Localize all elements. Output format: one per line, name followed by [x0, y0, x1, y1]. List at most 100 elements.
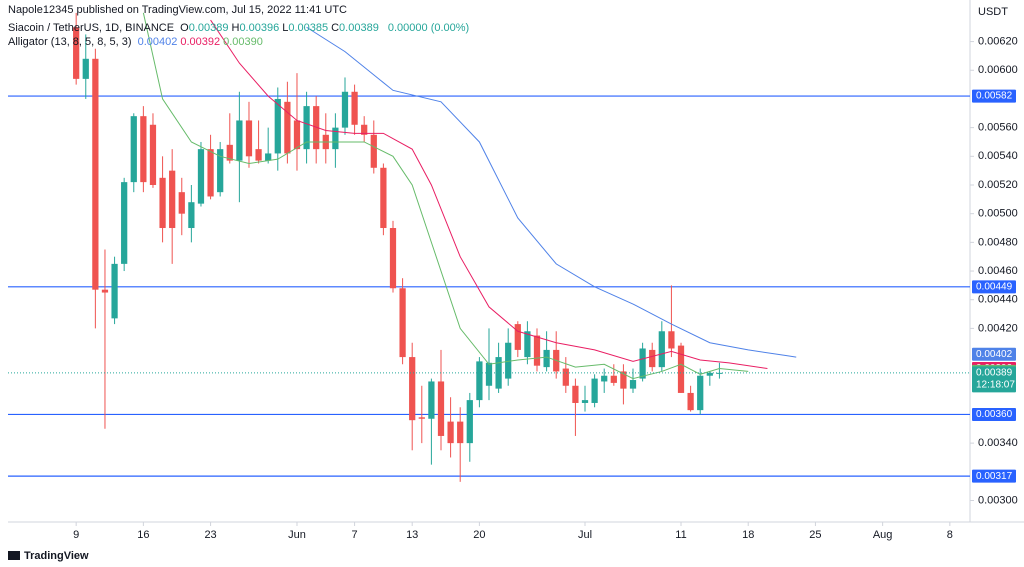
candle-body	[149, 124, 157, 185]
candle-body	[178, 192, 185, 214]
candle-body	[495, 357, 502, 389]
y-tick-label: 0.00440	[978, 294, 1018, 306]
candle-body	[658, 331, 665, 368]
candle-body	[332, 127, 339, 150]
x-tick-label: Jul	[578, 529, 592, 541]
indicator-tag	[972, 347, 1016, 361]
y-tick-label: 0.00560	[978, 122, 1018, 134]
candle-body	[159, 177, 166, 229]
candle-body	[697, 375, 704, 411]
candle-body	[217, 149, 224, 193]
x-tick-label: 13	[406, 529, 418, 541]
candle-body	[130, 116, 137, 183]
price-line-label: 0.00360	[976, 409, 1013, 420]
ohlc-key: H	[231, 22, 240, 34]
candle-body	[620, 371, 627, 389]
y-tick-label: 0.00540	[978, 150, 1018, 162]
candle-body	[543, 349, 550, 368]
indicator-values: 0.00402 0.00392 0.00390	[138, 36, 266, 48]
current-price-countdown: 12:18:07	[976, 379, 1015, 390]
x-tick-label: 7	[352, 529, 358, 541]
candle-body	[284, 101, 291, 154]
ohlc-item: O0.00389	[180, 22, 228, 34]
candle-body	[255, 149, 262, 161]
candle-body	[236, 120, 243, 161]
candle-body	[591, 378, 598, 403]
ohlc-key: O	[180, 22, 189, 34]
price-line-label: 0.00449	[976, 281, 1013, 292]
candle-body	[73, 27, 80, 79]
alligator-line	[210, 19, 768, 370]
candle-body	[101, 289, 109, 293]
x-tick-label: 20	[473, 529, 485, 541]
x-tick-label: 18	[742, 529, 754, 541]
candle-body	[274, 98, 281, 154]
candle-body	[610, 375, 617, 383]
candle-body	[361, 124, 368, 135]
ohlc-key: L	[282, 22, 289, 34]
candle-body	[485, 362, 493, 386]
currency: USDT	[978, 6, 1008, 18]
candle-body	[581, 400, 589, 403]
x-tick-label: 23	[204, 529, 216, 541]
candle-body	[706, 372, 713, 376]
plot-area	[8, 12, 970, 482]
x-tick-label: 8	[947, 529, 953, 541]
price-line-label: 0.00582	[976, 91, 1013, 102]
y-tick-label: 0.00460	[978, 265, 1018, 277]
candle-body	[399, 288, 406, 358]
price-line-tag	[972, 469, 1016, 483]
candle-body	[140, 116, 147, 183]
candle-body	[303, 106, 310, 150]
y-tick-label: 0.00500	[978, 208, 1018, 220]
candle-body	[629, 380, 637, 389]
candle-body	[677, 345, 685, 393]
candle-body	[293, 120, 301, 150]
candle-body	[121, 182, 128, 264]
y-tick-label: 0.00620	[978, 35, 1018, 47]
ohlc-value: 0.00396	[239, 22, 280, 34]
candle-body	[245, 120, 253, 157]
candle-body	[265, 153, 272, 161]
brand: TradingView	[24, 550, 89, 562]
price-line-tag	[972, 89, 1016, 103]
candle-body	[380, 167, 387, 229]
indicator-row: Alligator (13, 8, 5, 8, 5, 3) 0.00402 0.0…	[8, 36, 269, 48]
indicator-value: 0.00392	[180, 36, 221, 48]
alligator-line	[306, 26, 797, 358]
candle-body	[601, 375, 608, 382]
change: 0.00000 (0.00%)	[387, 22, 470, 34]
indicator: Alligator (13, 8, 5, 8, 5, 3)	[8, 36, 132, 48]
ohlc-item: L0.00385	[282, 22, 328, 34]
candle-body	[428, 381, 435, 419]
candle-body	[188, 202, 195, 229]
candle-body	[169, 170, 176, 229]
candle-body	[447, 421, 454, 444]
candle-body	[639, 348, 646, 379]
candle-body	[476, 361, 483, 401]
ohlc-key: C	[331, 22, 340, 34]
candle-body	[649, 349, 656, 368]
candle-body	[341, 91, 349, 128]
candle-body	[457, 421, 464, 444]
candle-body	[687, 392, 694, 411]
x-tick-label: 9	[73, 529, 79, 541]
current-price-label: 0.00389	[976, 367, 1013, 378]
candle-body	[207, 149, 214, 197]
indicator-value: 0.00402	[137, 36, 178, 48]
candle-body	[82, 58, 89, 79]
candle-body	[389, 228, 397, 289]
ohlc-item: H0.00396	[231, 22, 279, 34]
price-line-label: 0.00317	[976, 471, 1013, 482]
y-tick-label: 0.00600	[978, 64, 1018, 76]
symbol: Siacoin / TetherUS, 1D, BINANCE	[8, 22, 175, 34]
candle-body	[562, 368, 569, 386]
candle-body	[418, 417, 425, 419]
price-line-tag	[972, 280, 1016, 294]
candle-body	[351, 91, 358, 125]
candle-body	[111, 263, 118, 319]
indicator-value: 0.00390	[223, 36, 263, 48]
candle-body	[226, 144, 233, 161]
x-tick-label: 16	[137, 529, 149, 541]
